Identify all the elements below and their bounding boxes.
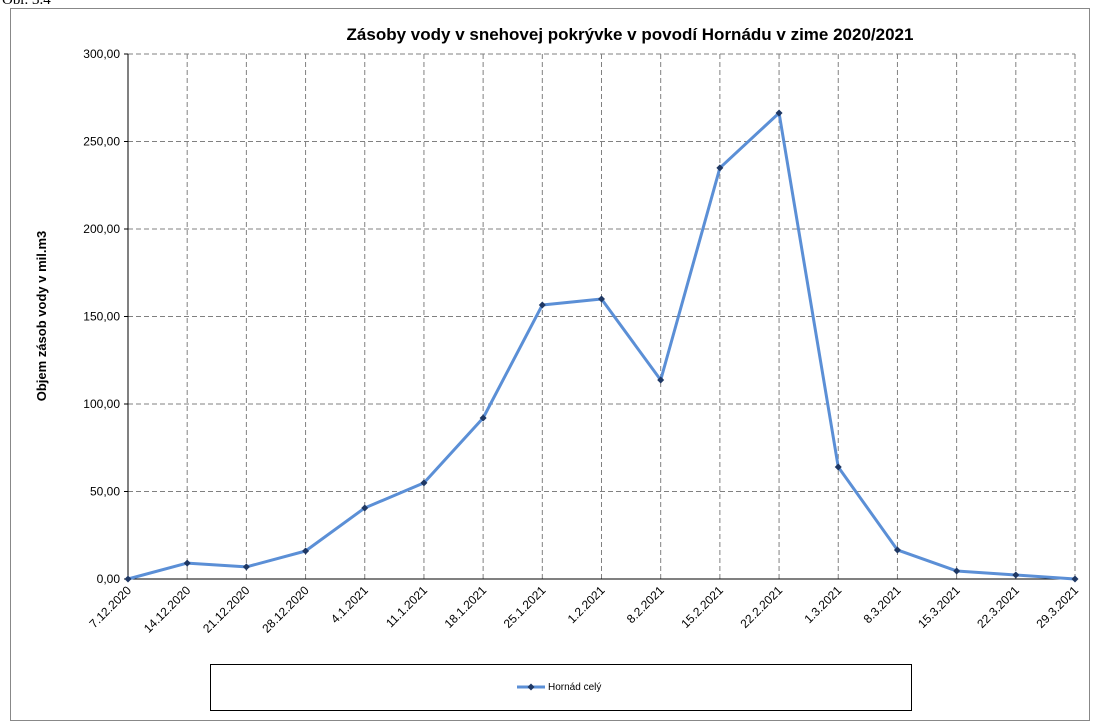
data-point — [716, 164, 724, 172]
y-tick-label: 50,00 — [90, 485, 120, 499]
data-point — [420, 479, 428, 487]
x-tick-label: 8.3.2021 — [861, 583, 904, 626]
data-point — [1071, 575, 1079, 583]
legend-marker — [527, 683, 535, 691]
data-point — [1012, 571, 1020, 579]
x-tick-label: 21.12.2020 — [200, 583, 253, 636]
data-point — [302, 547, 310, 555]
y-tick-label: 250,00 — [83, 135, 120, 149]
data-point — [657, 376, 665, 384]
chart-title: Zásoby vody v snehovej pokrývke v povodí… — [347, 25, 914, 44]
x-tick-label: 25.1.2021 — [501, 583, 549, 631]
legend-label: Hornád celý — [548, 682, 601, 693]
x-tick-label: 29.3.2021 — [1033, 583, 1081, 631]
x-tick-label: 15.2.2021 — [678, 583, 726, 631]
data-point — [953, 567, 961, 575]
data-point — [834, 463, 842, 471]
data-point — [242, 563, 250, 571]
data-point — [893, 546, 901, 554]
x-tick-label: 7.12.2020 — [86, 583, 134, 631]
x-tick-label: 1.3.2021 — [801, 583, 844, 626]
x-tick-label: 18.1.2021 — [442, 583, 490, 631]
x-tick-label: 11.1.2021 — [383, 583, 430, 630]
y-tick-label: 200,00 — [83, 222, 120, 236]
x-tick-label: 22.3.2021 — [974, 583, 1022, 631]
caption: Obr. 3.4 — [2, 0, 51, 8]
x-tick-label: 22.2.2021 — [738, 583, 786, 631]
x-tick-label: 1.2.2021 — [565, 583, 608, 626]
y-tick-label: 0,00 — [97, 572, 121, 586]
y-axis-label: Objem zásob vody v mil.m3 — [34, 231, 49, 402]
y-tick-label: 300,00 — [83, 47, 120, 61]
data-point — [479, 414, 487, 422]
data-point — [361, 504, 369, 512]
x-tick-label: 15.3.2021 — [915, 583, 963, 631]
data-point — [538, 301, 546, 309]
x-tick-label: 4.1.2021 — [328, 583, 371, 626]
y-tick-label: 150,00 — [83, 310, 120, 324]
data-point — [183, 559, 191, 567]
data-point — [775, 109, 783, 117]
x-tick-label: 8.2.2021 — [624, 583, 667, 626]
x-tick-label: 14.12.2020 — [141, 583, 194, 636]
y-tick-label: 100,00 — [83, 397, 120, 411]
legend-box — [210, 664, 912, 711]
x-tick-label: 28.12.2020 — [259, 583, 312, 636]
data-point — [124, 575, 132, 583]
frame — [10, 8, 1090, 721]
data-point — [598, 295, 605, 303]
